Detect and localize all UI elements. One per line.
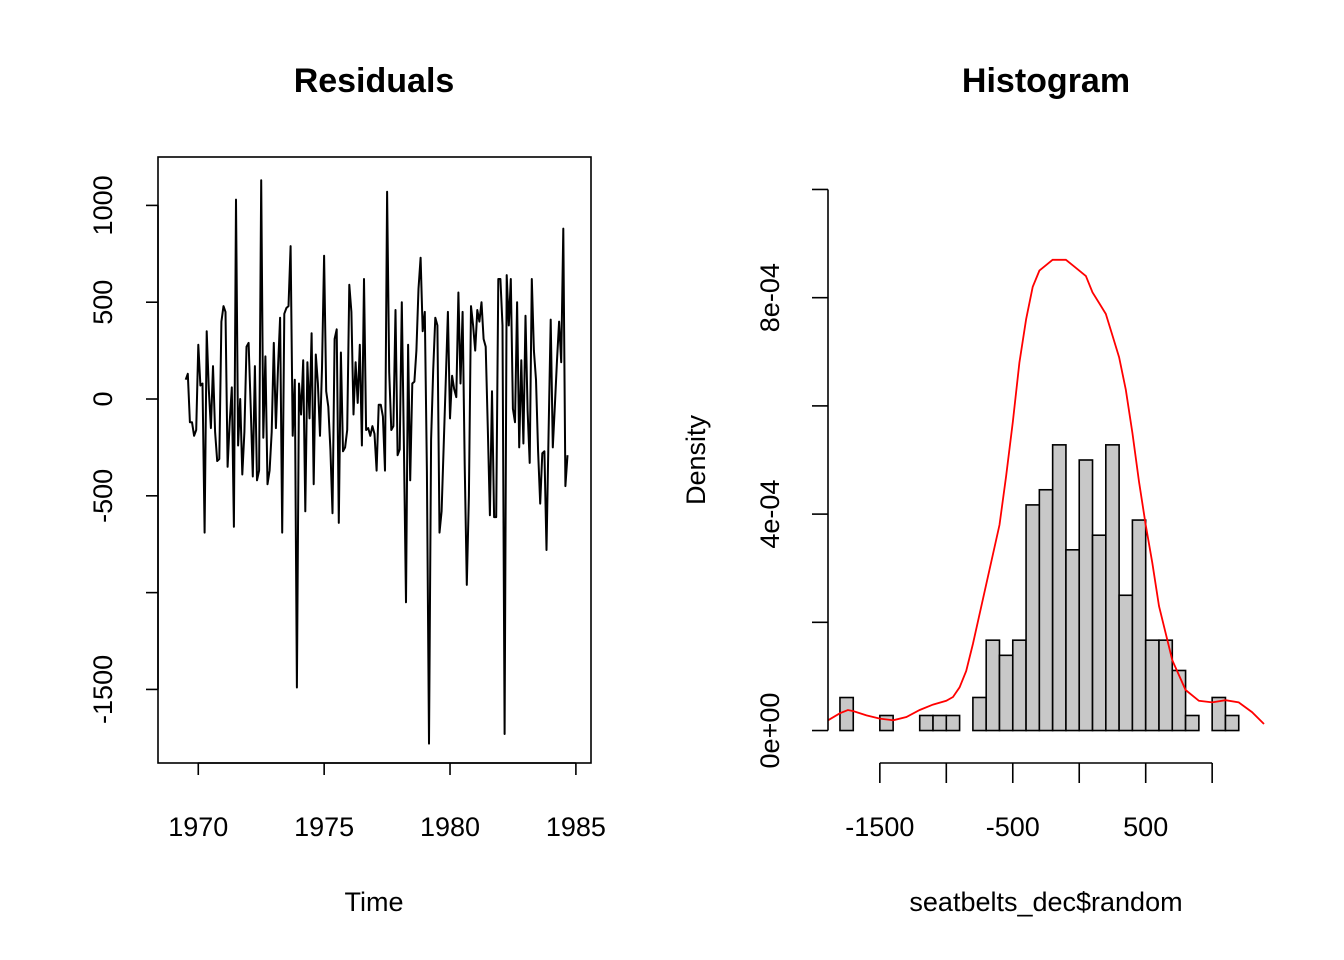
- histogram-bar: [1051, 444, 1067, 732]
- histogram-bars: [839, 444, 1240, 732]
- residuals-title: Residuals: [294, 62, 455, 100]
- histogram-bar: [1011, 639, 1027, 732]
- residuals-y-tick-label: -1500: [88, 655, 118, 724]
- histogram-bar: [972, 696, 987, 732]
- residuals-x-axis: 1970 1975 1980 1985: [168, 762, 606, 842]
- histogram-panel: Histogram -1500 -500 500 0e+00 4e-04 8e-04 s…: [681, 62, 1265, 917]
- histogram-y-tick-label: 0e+00: [755, 693, 785, 769]
- histogram-bar: [932, 714, 948, 732]
- residuals-y-tick-label: 1000: [88, 175, 118, 235]
- histogram-bar: [1211, 696, 1227, 732]
- histogram-bar: [1065, 549, 1081, 732]
- histogram-bar: [839, 696, 855, 732]
- histogram-bar: [879, 714, 894, 732]
- histogram-bar: [1118, 594, 1134, 732]
- histogram-x-tick-label: -500: [986, 812, 1040, 842]
- histogram-bar: [1184, 714, 1200, 732]
- histogram-bar: [985, 639, 1001, 732]
- residuals-x-tick-label: 1980: [420, 812, 480, 842]
- histogram-bar: [1038, 488, 1054, 732]
- histogram-y-label: Density: [681, 414, 711, 505]
- histogram-x-tick-label: 500: [1123, 812, 1168, 842]
- residuals-panel: Residuals 1970 1975 1980 1985 -1500 -500 0 500…: [88, 62, 606, 917]
- residuals-x-label: Time: [345, 887, 404, 917]
- residuals-y-tick-label: 0: [88, 391, 118, 406]
- histogram-bar: [945, 714, 961, 732]
- histogram-bar: [1105, 444, 1120, 732]
- residuals-line: [184, 179, 569, 745]
- residuals-y-tick-label: -500: [88, 469, 118, 523]
- histogram-bar: [1078, 459, 1094, 732]
- histogram-bar: [918, 714, 934, 732]
- histogram-bar: [998, 654, 1014, 732]
- residuals-x-tick-label: 1970: [168, 812, 228, 842]
- histogram-title: Histogram: [962, 62, 1130, 100]
- residuals-x-tick-label: 1975: [294, 812, 354, 842]
- histogram-y-tick-label: 4e-04: [755, 480, 785, 549]
- residuals-y-tick-label: 500: [88, 280, 118, 325]
- residuals-y-axis: -1500 -500 0 500 1000: [88, 175, 159, 724]
- histogram-bar: [1171, 669, 1187, 732]
- histogram-bar: [1091, 534, 1107, 732]
- histogram-y-tick-label: 8e-04: [755, 263, 785, 332]
- histogram-bar: [1224, 714, 1240, 732]
- histogram-y-axis: 0e+00 4e-04 8e-04: [755, 188, 829, 769]
- residuals-x-tick-label: 1985: [546, 812, 606, 842]
- histogram-density-curve: [827, 258, 1265, 725]
- histogram-x-axis: -1500 -500 500: [845, 762, 1213, 842]
- density-line: [827, 258, 1265, 725]
- histogram-bar: [1131, 519, 1147, 732]
- histogram-bar: [1025, 504, 1041, 732]
- histogram-bar: [1144, 639, 1160, 732]
- residuals-series: [184, 179, 569, 745]
- histogram-x-tick-label: -1500: [845, 812, 914, 842]
- histogram-x-label: seatbelts_dec$random: [909, 887, 1182, 917]
